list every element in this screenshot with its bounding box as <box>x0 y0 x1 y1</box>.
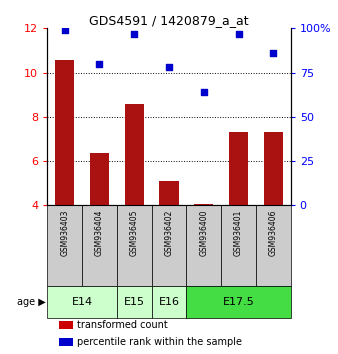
Bar <box>47 205 82 286</box>
Text: E17.5: E17.5 <box>223 297 255 307</box>
Bar <box>59 321 73 329</box>
Bar <box>82 205 117 286</box>
Bar <box>186 286 291 318</box>
Point <box>131 31 137 36</box>
Text: transformed count: transformed count <box>76 320 167 330</box>
Bar <box>186 205 221 286</box>
Bar <box>152 286 186 318</box>
Bar <box>160 181 178 205</box>
Text: E16: E16 <box>159 297 179 307</box>
Text: E15: E15 <box>124 297 145 307</box>
Point <box>97 61 102 67</box>
Text: GSM936406: GSM936406 <box>269 210 278 256</box>
Point <box>166 64 172 70</box>
Bar <box>47 286 117 318</box>
Text: GSM936402: GSM936402 <box>165 210 173 256</box>
Text: GSM936403: GSM936403 <box>60 210 69 256</box>
Title: GDS4591 / 1420879_a_at: GDS4591 / 1420879_a_at <box>89 14 249 27</box>
Point <box>201 89 207 95</box>
Text: GSM936400: GSM936400 <box>199 210 208 256</box>
Bar <box>125 104 144 205</box>
Text: percentile rank within the sample: percentile rank within the sample <box>76 337 242 347</box>
Bar <box>194 204 213 205</box>
Text: GSM936404: GSM936404 <box>95 210 104 256</box>
Bar <box>229 132 248 205</box>
Bar <box>117 286 152 318</box>
Point <box>271 50 276 56</box>
Bar <box>117 205 152 286</box>
Point <box>236 31 241 36</box>
Bar <box>256 205 291 286</box>
Bar <box>55 61 74 205</box>
Bar <box>221 205 256 286</box>
Point <box>62 27 67 33</box>
Bar <box>152 205 186 286</box>
Text: age ▶: age ▶ <box>17 297 46 307</box>
Text: GSM936401: GSM936401 <box>234 210 243 256</box>
Bar <box>90 153 109 205</box>
Bar <box>264 132 283 205</box>
Bar <box>59 338 73 346</box>
Text: GSM936405: GSM936405 <box>130 210 139 256</box>
Text: E14: E14 <box>72 297 93 307</box>
